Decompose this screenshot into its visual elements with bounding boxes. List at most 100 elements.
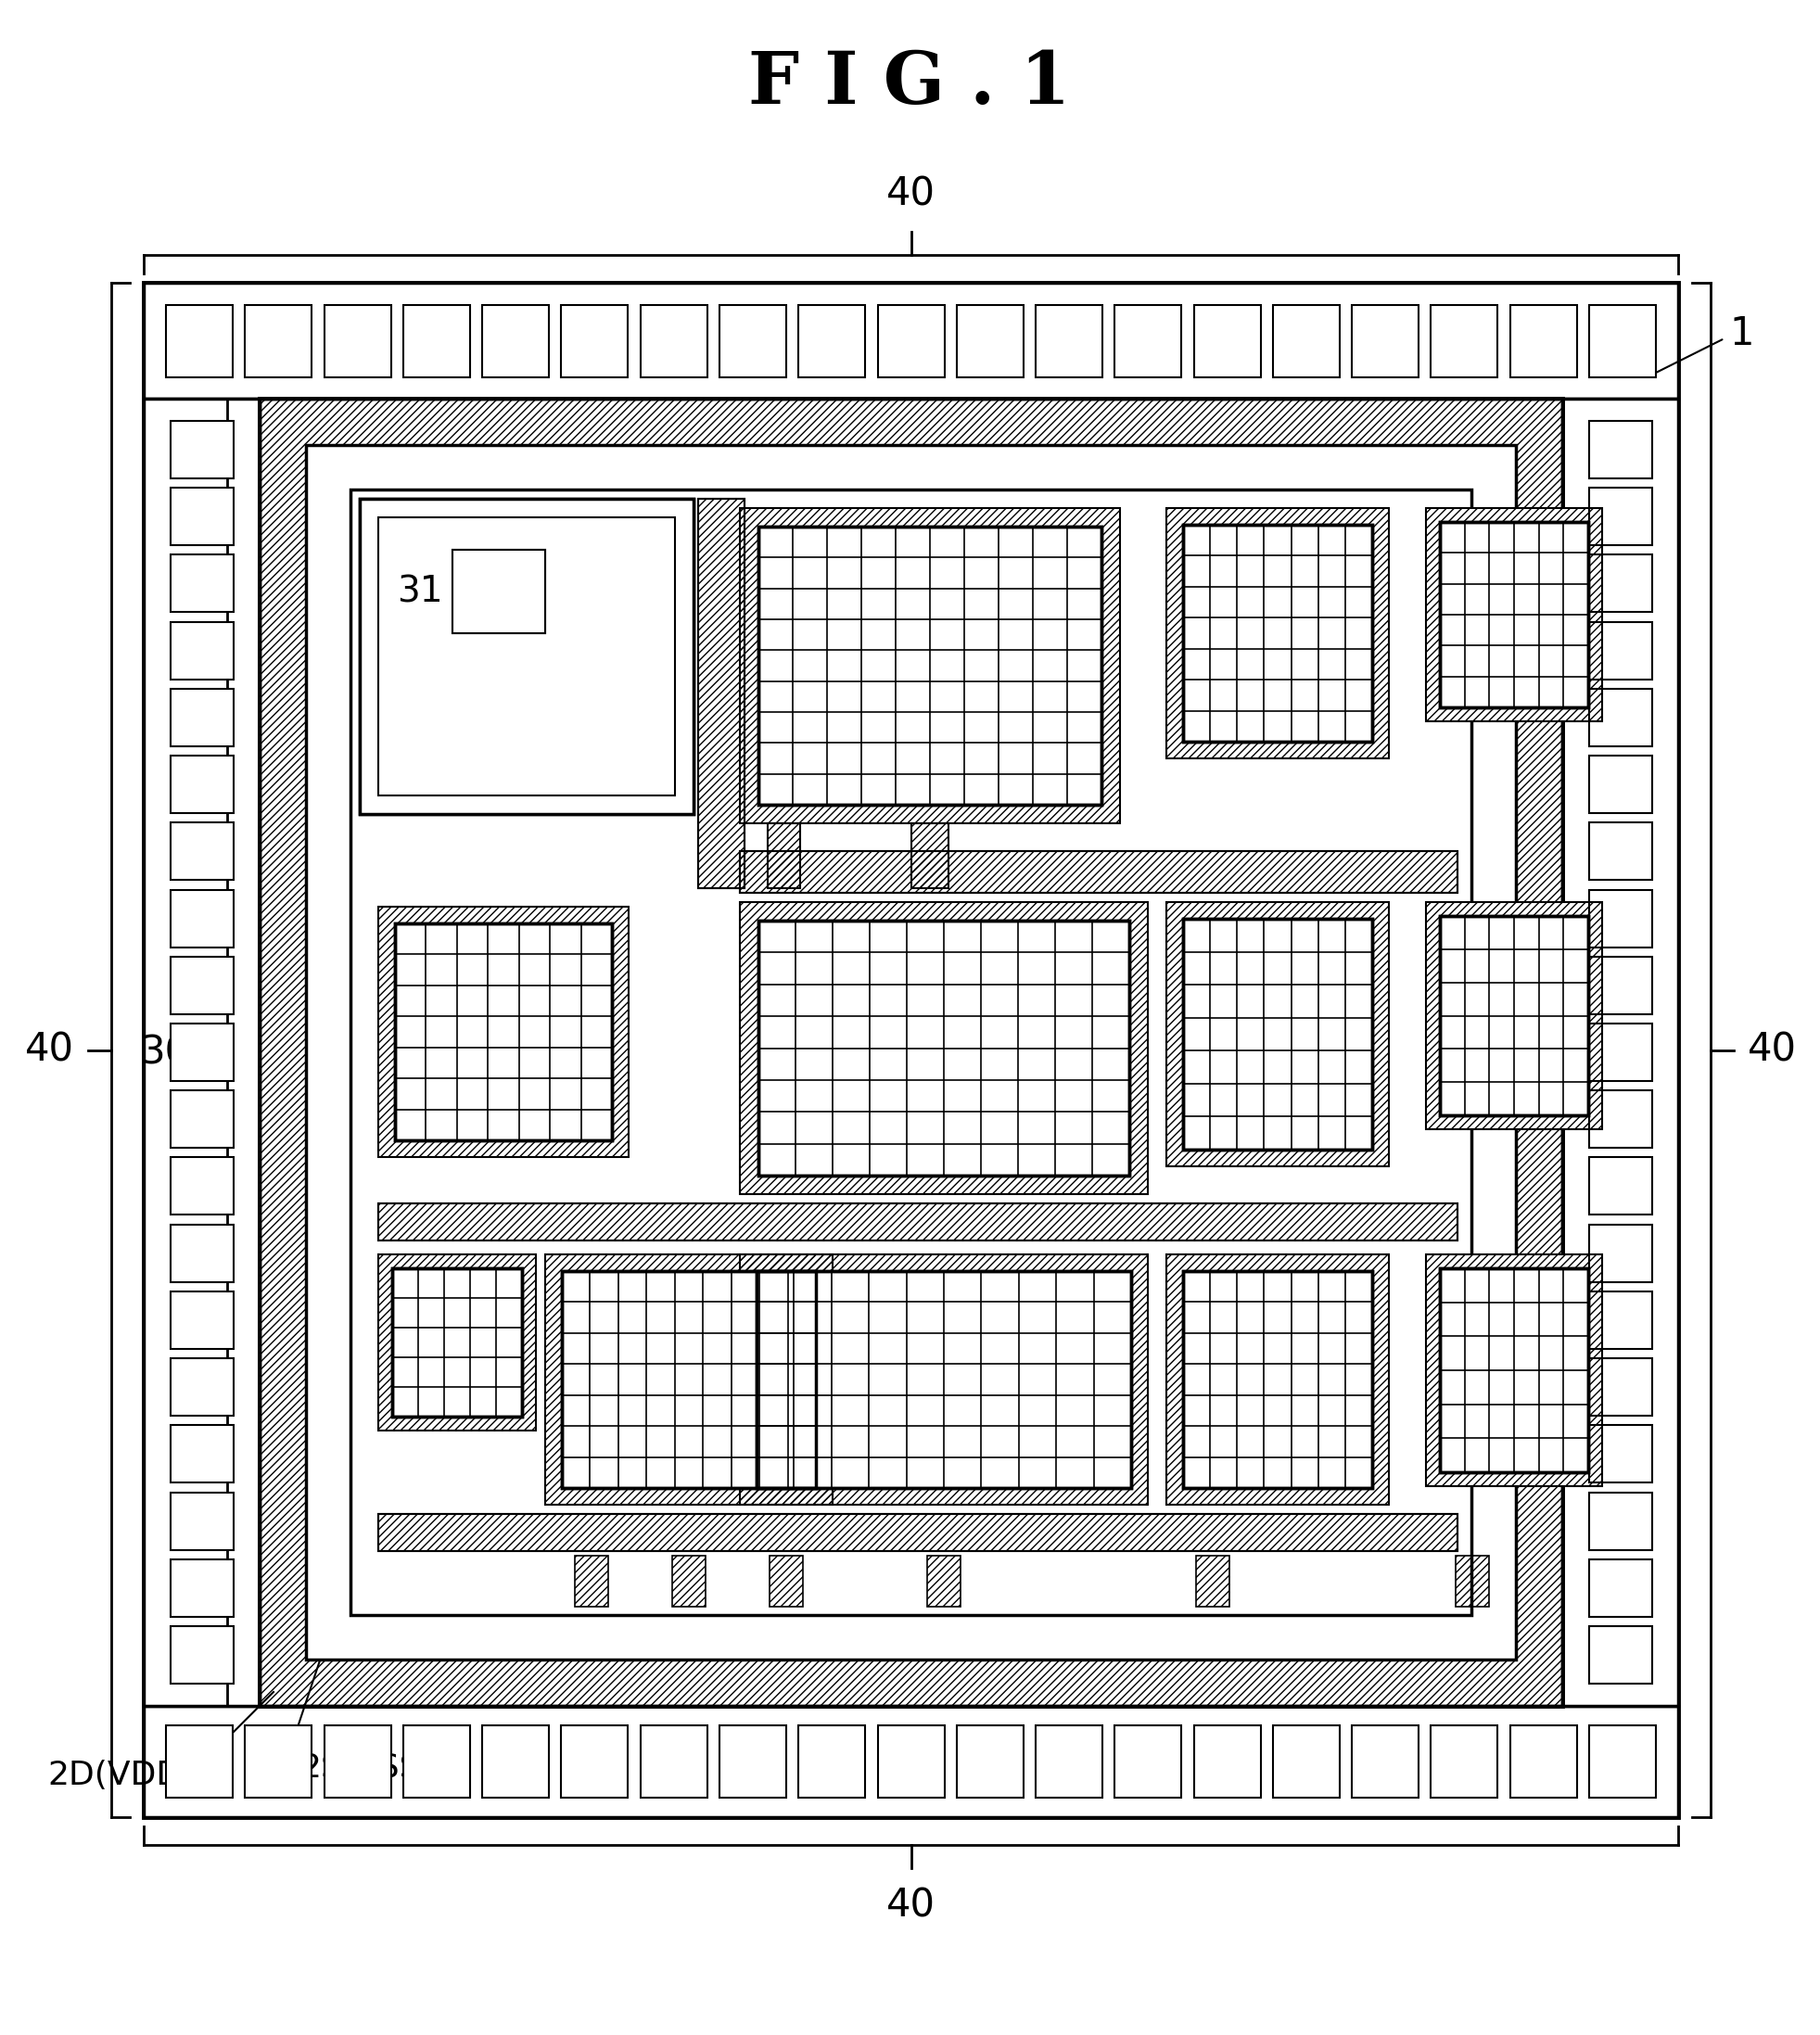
Bar — [562, 1272, 815, 1488]
Bar — [379, 1203, 1458, 1241]
Bar — [1183, 918, 1372, 1150]
Bar — [1183, 525, 1372, 741]
Bar — [169, 755, 233, 814]
Text: 1: 1 — [1729, 313, 1754, 354]
Bar — [1183, 918, 1372, 1150]
Bar — [144, 283, 1678, 399]
Text: 2S(VSS): 2S(VSS) — [300, 1752, 433, 1785]
Bar — [391, 1268, 522, 1416]
Bar — [757, 1272, 1130, 1488]
Bar — [1431, 1726, 1498, 1797]
Bar — [1511, 305, 1576, 376]
Bar — [351, 490, 1471, 1616]
Bar — [379, 1514, 1458, 1551]
Bar — [1440, 1268, 1589, 1471]
Bar — [912, 824, 948, 887]
Bar — [1425, 509, 1602, 720]
Bar — [1425, 902, 1602, 1129]
Bar — [1425, 902, 1602, 1129]
Bar — [1196, 1555, 1228, 1608]
Bar — [877, 305, 945, 376]
Bar — [741, 851, 1458, 893]
Bar — [1425, 509, 1602, 720]
Bar — [1589, 1357, 1653, 1416]
Bar — [169, 1292, 233, 1349]
Bar — [1589, 488, 1653, 545]
Bar — [1589, 822, 1653, 879]
Bar — [1194, 1726, 1261, 1797]
Bar — [699, 499, 744, 887]
Bar — [404, 1726, 470, 1797]
Bar — [1167, 509, 1389, 759]
Bar — [313, 452, 1509, 1652]
Bar — [1440, 916, 1589, 1115]
Bar — [169, 1024, 233, 1081]
Text: F I G . 1: F I G . 1 — [748, 49, 1070, 118]
Bar — [741, 509, 1119, 824]
Bar — [395, 924, 612, 1140]
Bar — [1425, 1254, 1602, 1486]
Bar — [169, 822, 233, 879]
Bar — [169, 488, 233, 545]
Bar — [741, 509, 1119, 824]
Bar — [1352, 305, 1420, 376]
Bar — [482, 305, 550, 376]
Bar — [1167, 1254, 1389, 1504]
Text: 31: 31 — [397, 574, 444, 608]
Bar — [1589, 1225, 1653, 1282]
Bar — [1589, 1292, 1653, 1349]
Bar — [1114, 1726, 1181, 1797]
Bar — [379, 517, 675, 796]
Bar — [1167, 902, 1389, 1166]
Bar — [313, 452, 1509, 1652]
Bar — [1589, 1424, 1653, 1484]
Bar — [379, 908, 628, 1158]
Bar — [1425, 1254, 1602, 1486]
Bar — [1183, 1272, 1372, 1488]
Bar — [169, 1626, 233, 1683]
Bar — [1589, 623, 1653, 680]
Bar — [1456, 1555, 1489, 1608]
Bar — [169, 1357, 233, 1416]
Bar — [144, 1705, 1678, 1817]
Bar — [324, 1726, 391, 1797]
Bar — [379, 1514, 1458, 1551]
Bar — [768, 824, 801, 887]
Bar — [641, 305, 708, 376]
Text: 40: 40 — [25, 1030, 75, 1070]
Bar — [741, 1254, 1148, 1504]
Bar — [324, 305, 391, 376]
Bar — [672, 1555, 706, 1608]
Text: 40: 40 — [886, 1886, 935, 1925]
Bar — [1114, 305, 1181, 376]
Bar — [759, 920, 1128, 1176]
Bar — [360, 499, 693, 814]
Bar — [546, 1254, 832, 1504]
Bar — [306, 446, 1516, 1659]
Bar — [741, 902, 1148, 1195]
Bar — [957, 1726, 1023, 1797]
Bar — [166, 1726, 233, 1797]
Bar — [169, 421, 233, 478]
Bar — [799, 305, 864, 376]
Bar — [759, 527, 1101, 804]
Bar — [1167, 509, 1389, 759]
Bar — [360, 499, 693, 814]
Bar — [169, 1091, 233, 1148]
Bar — [1562, 399, 1678, 1705]
Bar — [699, 499, 744, 887]
Bar — [719, 1726, 786, 1797]
Bar — [1589, 688, 1653, 747]
Bar — [1589, 1626, 1653, 1683]
Bar — [1440, 521, 1589, 708]
Bar — [379, 1254, 535, 1431]
Bar — [391, 1268, 522, 1416]
Bar — [1194, 305, 1261, 376]
Bar — [1589, 1024, 1653, 1081]
Bar — [1589, 1559, 1653, 1616]
Text: 31: 31 — [397, 574, 444, 608]
Bar — [404, 305, 470, 376]
Bar — [246, 305, 311, 376]
Bar — [1272, 1726, 1340, 1797]
Bar — [169, 956, 233, 1013]
